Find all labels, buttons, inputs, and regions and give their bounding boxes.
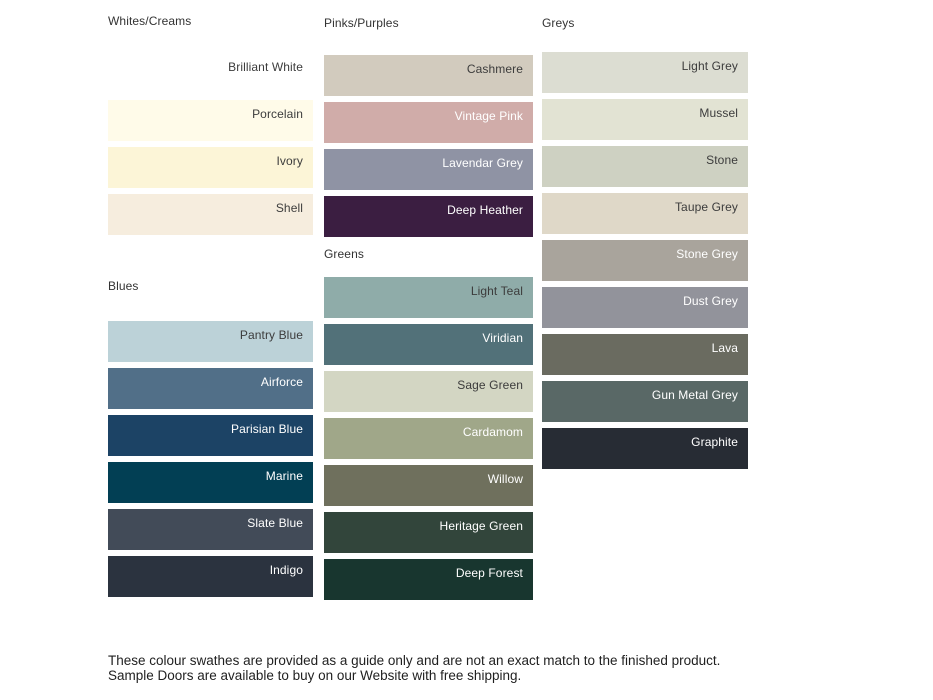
swatch-light-teal: Light Teal xyxy=(324,277,533,318)
swatch-dust-grey: Dust Grey xyxy=(542,287,748,328)
swatch-label-slate-blue: Slate Blue xyxy=(247,516,303,530)
column-pinks-greens: Pinks/Purples Cashmere Vintage Pink Lavenda… xyxy=(324,0,533,606)
swatch-cashmere: Cashmere xyxy=(324,55,533,96)
section-header-greens: Greens xyxy=(324,247,364,261)
disclaimer-text: These colour swathes are provided as a g… xyxy=(108,652,721,684)
swatch-label-willow: Willow xyxy=(487,472,523,486)
swatch-label-lava: Lava xyxy=(711,341,738,355)
swatch-airforce: Airforce xyxy=(108,368,313,409)
swatch-lavendar-grey: Lavendar Grey xyxy=(324,149,533,190)
swatch-label-dust-grey: Dust Grey xyxy=(683,294,738,308)
swatch-label-brilliant-white: Brilliant White xyxy=(228,60,303,74)
swatch-shell: Shell xyxy=(108,194,313,235)
swatch-label-light-grey: Light Grey xyxy=(681,59,738,73)
swatch-label-heritage-green: Heritage Green xyxy=(439,519,523,533)
swatch-heritage-green: Heritage Green xyxy=(324,512,533,553)
swatch-label-deep-heather: Deep Heather xyxy=(447,203,523,217)
swatch-cardamom: Cardamom xyxy=(324,418,533,459)
swatch-lava: Lava xyxy=(542,334,748,375)
swatch-mussel: Mussel xyxy=(542,99,748,140)
section-header-pinks-purples: Pinks/Purples xyxy=(324,16,399,30)
section-header-greys: Greys xyxy=(542,16,575,30)
column-greys: Greys Light Grey Mussel Stone Taupe Grey Ston… xyxy=(542,0,748,475)
swatch-label-light-teal: Light Teal xyxy=(470,284,523,298)
swatch-label-lavendar-grey: Lavendar Grey xyxy=(442,156,523,170)
swatch-willow: Willow xyxy=(324,465,533,506)
swatch-pantry-blue: Pantry Blue xyxy=(108,321,313,362)
swatch-viridian: Viridian xyxy=(324,324,533,365)
swatch-label-marine: Marine xyxy=(265,469,303,483)
swatch-label-airforce: Airforce xyxy=(260,375,303,389)
swatch-label-graphite: Graphite xyxy=(691,435,738,449)
swatch-label-indigo: Indigo xyxy=(269,563,303,577)
swatch-ivory: Ivory xyxy=(108,147,313,188)
swatch-label-pantry-blue: Pantry Blue xyxy=(239,328,303,342)
swatch-taupe-grey: Taupe Grey xyxy=(542,193,748,234)
swatch-label-sage-green: Sage Green xyxy=(457,378,523,392)
swatch-label-mussel: Mussel xyxy=(699,106,738,120)
swatch-vintage-pink: Vintage Pink xyxy=(324,102,533,143)
swatch-parisian-blue: Parisian Blue xyxy=(108,415,313,456)
section-header-blues: Blues xyxy=(108,279,139,293)
swatch-sage-green: Sage Green xyxy=(324,371,533,412)
swatch-brilliant-white: Brilliant White xyxy=(108,53,313,94)
swatch-indigo: Indigo xyxy=(108,556,313,597)
swatch-light-grey: Light Grey xyxy=(542,52,748,93)
swatch-porcelain: Porcelain xyxy=(108,100,313,141)
swatch-deep-heather: Deep Heather xyxy=(324,196,533,237)
swatch-label-cashmere: Cashmere xyxy=(466,62,523,76)
swatch-label-shell: Shell xyxy=(275,201,303,215)
swatch-slate-blue: Slate Blue xyxy=(108,509,313,550)
swatch-label-vintage-pink: Vintage Pink xyxy=(454,109,523,123)
section-header-whites-creams: Whites/Creams xyxy=(108,14,192,28)
swatch-deep-forest: Deep Forest xyxy=(324,559,533,600)
swatch-label-taupe-grey: Taupe Grey xyxy=(674,200,738,214)
swatch-marine: Marine xyxy=(108,462,313,503)
swatch-label-viridian: Viridian xyxy=(482,331,523,345)
swatch-gun-metal-grey: Gun Metal Grey xyxy=(542,381,748,422)
swatch-label-stone-grey: Stone Grey xyxy=(676,247,738,261)
swatch-label-ivory: Ivory xyxy=(276,154,303,168)
swatch-label-stone: Stone xyxy=(706,153,738,167)
swatch-label-cardamom: Cardamom xyxy=(462,425,523,439)
swatch-label-deep-forest: Deep Forest xyxy=(455,566,523,580)
swatch-label-porcelain: Porcelain xyxy=(252,107,303,121)
swatch-label-parisian-blue: Parisian Blue xyxy=(230,422,303,436)
column-whites-blues: Whites/Creams Brilliant White Porcelain Ivo… xyxy=(108,0,313,603)
swatch-label-gun-metal-grey: Gun Metal Grey xyxy=(651,388,738,402)
swatch-graphite: Graphite xyxy=(542,428,748,469)
swatch-stone: Stone xyxy=(542,146,748,187)
swatch-stone-grey: Stone Grey xyxy=(542,240,748,281)
